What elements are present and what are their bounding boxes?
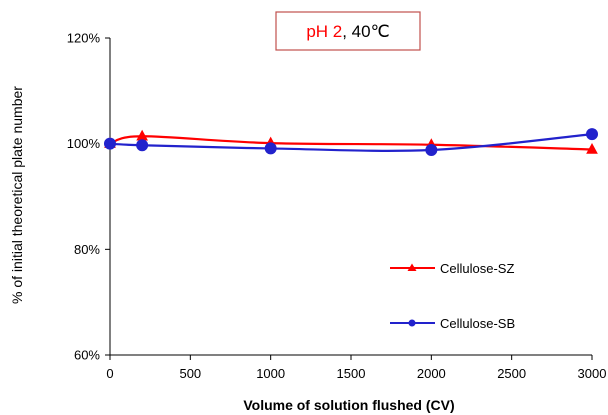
legend-marker-sb	[408, 319, 416, 327]
title-text: pH 2, 40℃	[306, 22, 389, 41]
legend-item-sb: Cellulose-SB	[390, 316, 515, 331]
data-point-circle	[104, 137, 116, 150]
data-point-triangle	[586, 142, 598, 154]
data-point-circle	[586, 128, 598, 141]
x-tick-label: 1000	[256, 366, 285, 381]
x-tick-label: 2500	[497, 366, 526, 381]
legend-item-sz: Cellulose-SZ	[390, 261, 514, 276]
series-layer	[104, 128, 598, 157]
y-ticks: 60% 80% 100% 120%	[67, 31, 110, 363]
legend-label-sz: Cellulose-SZ	[440, 261, 514, 276]
y-tick-label: 100%	[67, 136, 101, 151]
x-tick-label: 1500	[337, 366, 366, 381]
x-ticks: 0 500 1000 1500 2000 2500 3000	[106, 355, 606, 381]
legend: Cellulose-SZ Cellulose-SB	[390, 261, 515, 331]
x-tick-label: 2000	[417, 366, 446, 381]
legend-label-sb: Cellulose-SB	[440, 316, 515, 331]
y-tick-label: 120%	[67, 31, 101, 46]
series-line	[109, 133, 593, 152]
x-tick-label: 0	[106, 366, 113, 381]
y-axis-title: % of initial theoretical plate number	[9, 86, 25, 304]
x-tick-label: 500	[179, 366, 201, 381]
data-point-circle	[264, 142, 277, 155]
x-axis-title: Volume of solution flushed (CV)	[243, 397, 454, 413]
y-tick-label: 60%	[74, 348, 100, 363]
x-tick-label: 3000	[578, 366, 607, 381]
data-point-triangle	[136, 129, 148, 141]
title-box	[275, 11, 421, 51]
title-highlight: pH 2	[306, 22, 342, 41]
data-point-circle	[136, 139, 149, 152]
legend-marker-sz	[407, 263, 417, 271]
chart-title: pH 2, 40℃	[275, 11, 421, 51]
y-tick-label: 80%	[74, 242, 100, 257]
data-point-circle	[425, 144, 438, 157]
series-cellulose-sb	[104, 128, 598, 157]
title-rest: , 40℃	[342, 22, 389, 41]
